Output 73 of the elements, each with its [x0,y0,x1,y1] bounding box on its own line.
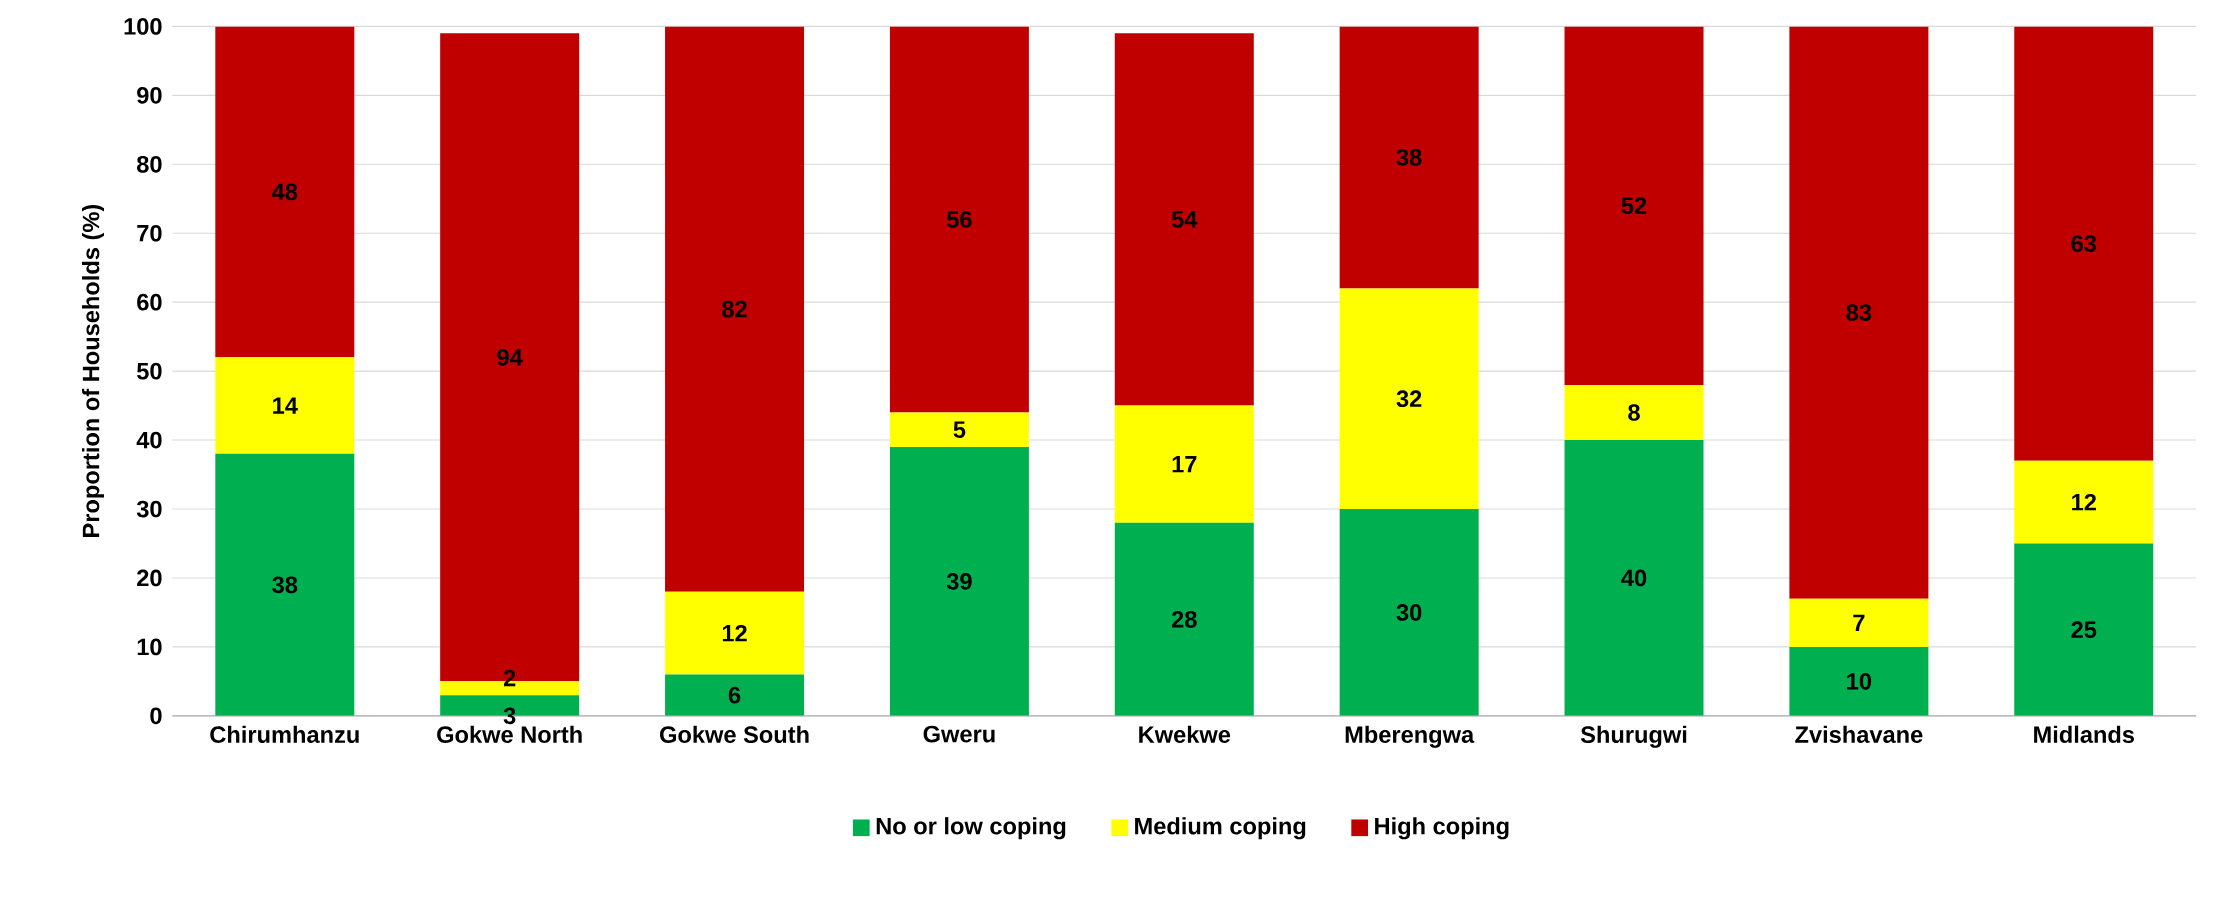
x-tick-label: Shurugwi [1580,725,1687,748]
bar [1564,26,1704,385]
data-label: 17 [1172,456,1197,473]
bar [1114,33,1254,406]
legend-label: High coping [1375,817,1509,840]
data-label: 6 [728,686,741,704]
x-tick-label: Zvishavane [1795,725,1923,743]
x-tick-label: Chirumhanzu [210,725,359,743]
y-tick-label: 40 [136,431,162,449]
data-label: 52 [1621,197,1647,215]
y-tick-label: 70 [137,224,162,242]
y-tick-label: 60 [137,293,162,311]
data-label: 63 [2071,235,2097,252]
legend-label: No or low coping [876,817,1066,840]
data-label: 38 [272,576,298,594]
data-label: 12 [2072,493,2096,511]
bar [665,591,805,675]
bar [1339,26,1479,289]
data-label: 82 [722,300,747,318]
data-label: 12 [722,624,747,642]
data-label: 39 [946,573,972,590]
data-label: 94 [497,348,523,366]
y-tick-label: 80 [137,155,162,173]
y-tick-label: 10 [137,638,162,656]
bar [1114,522,1254,716]
data-label: 56 [947,211,972,228]
y-tick-label: 100 [124,18,162,35]
bar [1114,405,1254,523]
x-tick-label: Gokwe North [437,725,582,743]
data-label: 83 [1846,304,1872,321]
x-tick-label: Gokwe South [660,725,809,743]
y-axis-title: Proportion of Households (%) [82,204,105,537]
data-label: 30 [1396,604,1422,621]
bar [215,357,355,454]
bar [665,674,805,716]
bar [2014,26,2154,461]
data-label: 14 [273,397,298,414]
data-label: 38 [1396,149,1422,166]
data-label: 28 [1171,610,1197,628]
y-tick-label: 90 [137,87,162,104]
legend-label: Medium coping [1135,817,1306,840]
y-tick-label: 0 [150,707,162,725]
data-label: 5 [953,421,966,438]
data-label: 10 [1847,673,1872,690]
y-tick-label: 30 [136,500,162,518]
x-tick-label: Midlands [2034,725,2134,743]
y-tick-label: 50 [137,362,162,380]
data-label: 8 [1628,404,1640,421]
bar [2014,543,2154,716]
bar [1789,26,1929,599]
bar [1789,646,1929,716]
bar [1789,598,1929,647]
data-label: 54 [1171,211,1198,228]
bar [889,26,1029,413]
bar [1339,288,1479,510]
bar [1564,440,1704,716]
data-label: 40 [1621,569,1647,587]
bar [1339,509,1479,716]
data-label: 32 [1396,390,1422,408]
data-label: 48 [272,183,298,201]
bar [665,26,805,592]
data-label: 25 [2071,621,2097,639]
y-tick-label: 20 [137,569,162,587]
bar [889,412,1029,447]
bar [215,453,355,716]
bar [215,26,355,358]
x-tick-label: Gweru [923,725,995,743]
x-tick-label: Kwekwe [1139,725,1231,743]
bar [889,446,1029,716]
x-tick-label: Mberengwa [1345,725,1475,748]
bar [1564,384,1704,441]
data-label: 7 [1853,614,1865,631]
bar [2014,460,2154,544]
